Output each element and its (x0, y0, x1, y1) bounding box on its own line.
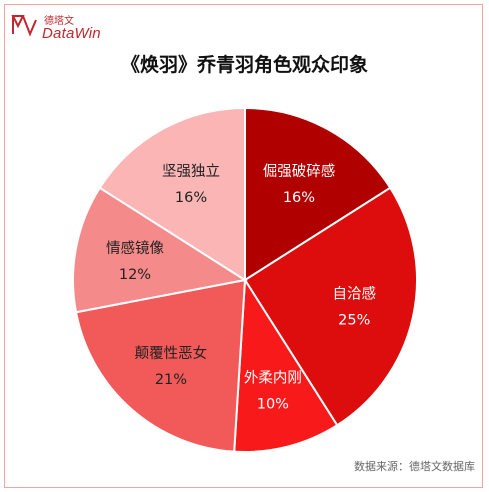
pie-slice-4 (74, 278, 247, 453)
pie-slice-1 (244, 106, 392, 282)
slice-value-2: 25% (338, 312, 370, 328)
slice-label-3: 外柔内刚 (244, 369, 302, 386)
slice-value-6: 16% (175, 190, 207, 206)
slice-value-5: 12% (119, 267, 151, 283)
slice-value-3: 10% (257, 396, 289, 412)
data-source-note: 数据来源：德塔文数据库 (354, 460, 475, 473)
brand-name-en: DataWin (42, 25, 101, 42)
chart-title: 《焕羽》乔青羽角色观众印象 (120, 54, 368, 76)
slice-label-5: 情感镜像 (106, 239, 164, 257)
pie-slice-3 (233, 276, 339, 453)
pie-slice-2 (243, 186, 418, 427)
slice-label-1: 倔强破碎感 (263, 163, 336, 180)
slice-label-2: 自洽感 (333, 285, 377, 302)
brand-logo: 德塔文 DataWin (10, 12, 120, 46)
slice-value-4: 21% (155, 372, 187, 388)
datawin-logo-icon (11, 15, 37, 37)
slice-value-1: 16% (283, 190, 315, 206)
pie-slice-6 (98, 106, 246, 282)
slice-label-4: 颠覆性恶女 (135, 344, 208, 362)
brand-name-cn: 德塔文 (44, 16, 74, 27)
pie-slice-5 (72, 186, 248, 314)
chart-frame (4, 4, 483, 488)
slice-label-6: 坚强独立 (162, 163, 220, 180)
